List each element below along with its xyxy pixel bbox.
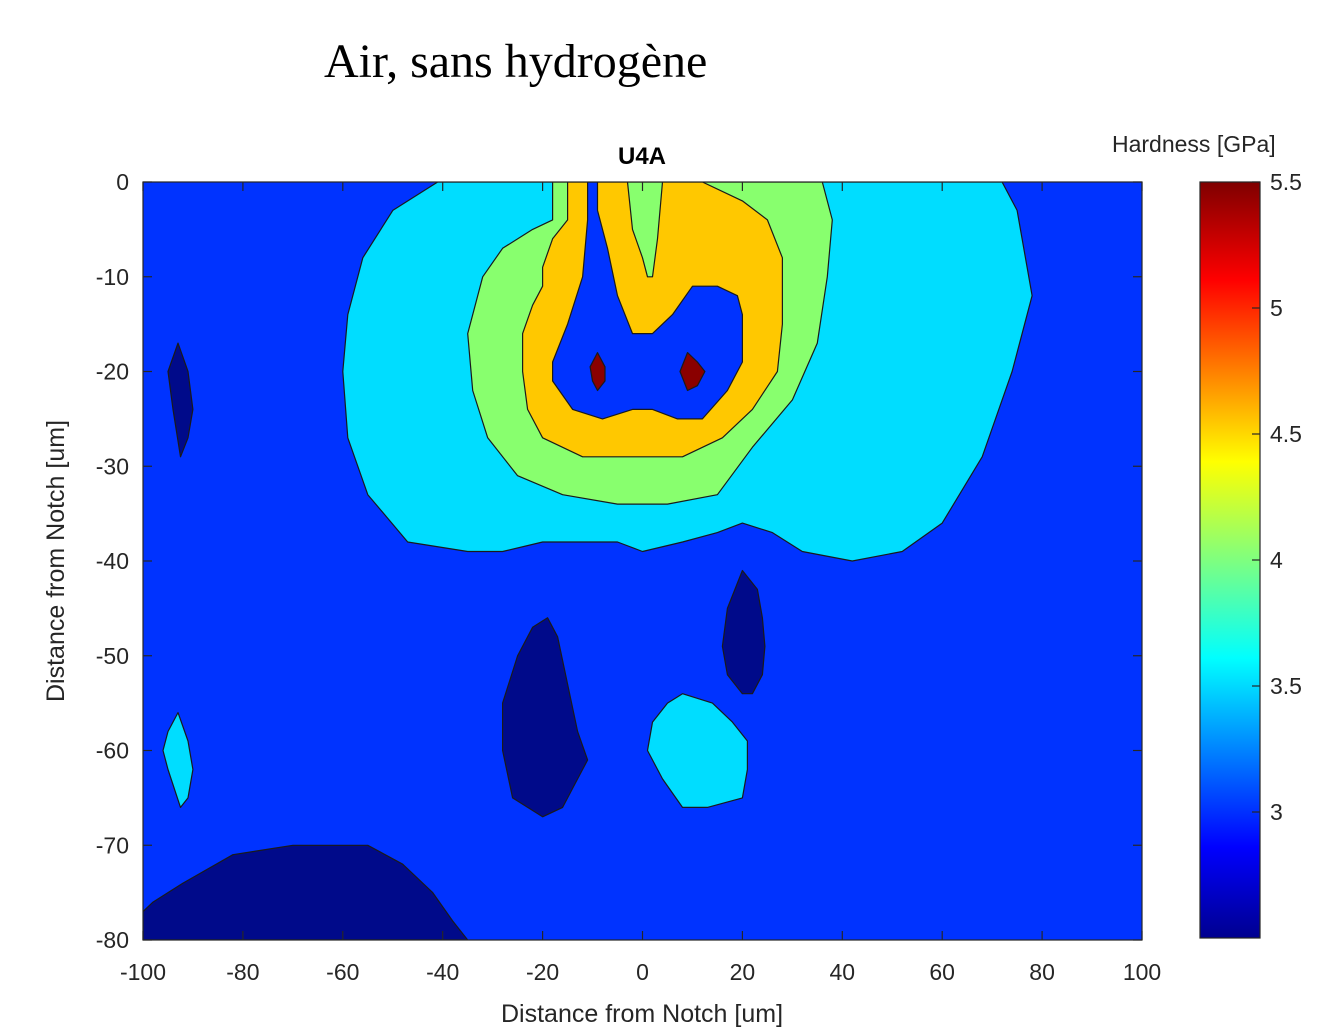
y-tick-label: -30 [96,453,129,479]
x-tick-label: -80 [226,959,259,985]
x-tick-label: -20 [526,959,559,985]
contour-regions [143,182,1033,940]
x-tick-label: 0 [636,959,649,985]
contour-region-5 [589,352,606,392]
colorbar-tick-label: 4.5 [1270,421,1302,447]
contour-region-10 [162,711,194,809]
x-tick-label: 100 [1123,959,1161,985]
contour-region-3 [626,182,664,278]
colorbar-tick-label: 3.5 [1270,673,1302,699]
y-tick-label: -20 [96,359,129,385]
x-axis-label: Distance from Notch [um] [501,1000,783,1028]
colorbar-tick-label: 5.5 [1270,169,1302,195]
contour-region-7 [167,342,194,458]
colorbar-ticks: 3 3.5 4 4.5 5 5.5 [1252,169,1302,825]
x-tick-label: -100 [120,959,166,985]
x-tick-label: 20 [730,959,756,985]
y-tick-label: -60 [96,738,129,764]
x-tick-label: 80 [1029,959,1055,985]
y-tick-label: -10 [96,264,129,290]
x-tick-label: -40 [426,959,459,985]
plot-area: -100 -80 -60 -40 -20 0 20 40 60 80 100 0 -10 -20 -30 -4… [96,169,1161,985]
contour-region-6 [679,352,706,392]
y-tick-label: -80 [96,927,129,953]
contour-region-12 [143,844,469,940]
contour-region-8 [502,617,589,818]
y-tick-label: 0 [116,169,129,195]
contour-region-11 [646,693,749,809]
x-tick-label: 60 [929,959,955,985]
colorbar-tick-label: 3 [1270,799,1283,825]
colorbar-tick-label: 5 [1270,295,1283,321]
slide-title: Air, sans hydrogène [324,35,708,88]
y-tick-label: -40 [96,548,129,574]
colorbar-label: Hardness [GPa] [1112,131,1276,157]
y-tick-label: -70 [96,832,129,858]
contour-region-9 [721,569,766,695]
y-axis-label: Distance from Notch [um] [42,420,70,702]
colorbar-gradient [1199,181,1261,939]
colorbar: 3 3.5 4 4.5 5 5.5 Hardness [GPa] [1112,131,1302,939]
plot-title: U4A [618,143,666,170]
x-tick-label: 40 [830,959,856,985]
axis-ticks: -100 -80 -60 -40 -20 0 20 40 60 80 100 0 -10 -20 -30 -4… [96,169,1161,985]
y-tick-label: -50 [96,643,129,669]
x-tick-label: -60 [326,959,359,985]
colorbar-tick-label: 4 [1270,547,1283,573]
